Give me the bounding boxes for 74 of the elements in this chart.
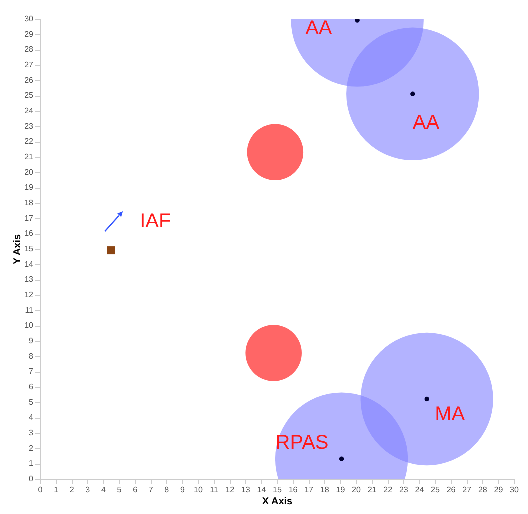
point — [355, 19, 360, 23]
x-tick-label: 6 — [133, 486, 138, 494]
y-tick-label: 27 — [24, 60, 34, 70]
y-tick-label: 17 — [24, 214, 34, 223]
y-tick-label: 6 — [29, 382, 34, 392]
y-tick-label: 3 — [29, 428, 34, 438]
x-tick-label: 3 — [86, 486, 91, 494]
y-tick-label: 1 — [29, 459, 34, 468]
annotation: AA — [306, 18, 333, 40]
x-tick-label: 0 — [38, 486, 44, 494]
point — [424, 396, 430, 402]
annotation: IAF — [140, 210, 172, 233]
y-tick-label: 18 — [24, 198, 34, 208]
x-tick-label: 28 — [478, 486, 488, 494]
annotation: MA — [435, 403, 466, 426]
x-tick-label: 13 — [241, 486, 251, 494]
y-tick-label: 7 — [29, 367, 34, 376]
y-tick-label: 16 — [24, 229, 34, 238]
x-tick-label: 9 — [180, 486, 186, 494]
x-tick-label: 8 — [164, 486, 170, 494]
y-tick-label: 25 — [24, 91, 34, 100]
x-tick-label: 2 — [70, 486, 75, 494]
x-tick-label: 27 — [462, 486, 472, 494]
y-tick-label: 15 — [24, 244, 34, 254]
x-axis-title: X Axis — [262, 496, 294, 508]
x-tick-label: 4 — [101, 486, 106, 494]
x-tick-label: 18 — [320, 486, 330, 494]
x-tick-label: 15 — [273, 486, 282, 494]
x-tick-label: 23 — [399, 486, 409, 494]
x-tick-label: 19 — [336, 486, 346, 494]
y-tick-label: 8 — [29, 352, 34, 361]
x-tick-label: 22 — [384, 486, 394, 494]
x-tick-label: 5 — [117, 486, 122, 494]
y-tick-label: 29 — [24, 30, 34, 39]
x-tick-label: 7 — [148, 486, 154, 494]
y-tick-label: 20 — [24, 168, 34, 177]
point — [339, 456, 344, 462]
y-tick-label: 10 — [24, 321, 34, 330]
y-tick-label: 21 — [24, 152, 34, 162]
annotation: RPAS — [276, 432, 329, 454]
y-tick-label: 0 — [29, 474, 34, 484]
y-tick-label: 9 — [29, 336, 34, 346]
y-tick-label: 12 — [24, 290, 34, 300]
x-tick-label: 20 — [352, 486, 362, 494]
y-tick-label: 22 — [24, 137, 34, 146]
point — [410, 92, 416, 96]
x-tick-label: 10 — [194, 486, 204, 494]
x-tick-label: 29 — [494, 486, 504, 494]
point — [107, 246, 116, 255]
y-tick-label: 11 — [25, 306, 34, 315]
x-tick-label: 30 — [510, 486, 520, 494]
x-tick-label: 1 — [54, 486, 60, 494]
y-tick-label: 14 — [24, 260, 34, 269]
y-tick-label: 23 — [24, 122, 34, 131]
x-tick-label: 21 — [368, 486, 378, 494]
y-tick-label: 28 — [24, 45, 34, 54]
y-axis-title: Y Axis — [12, 234, 24, 265]
x-tick-label: 17 — [304, 486, 314, 494]
y-tick-label: 19 — [24, 183, 34, 192]
annotation: AA — [412, 112, 440, 134]
y-tick-label: 2 — [29, 444, 34, 453]
x-tick-label: 26 — [446, 486, 456, 494]
y-tick-label: 4 — [29, 413, 34, 422]
y-tick-label: 26 — [24, 76, 34, 85]
y-tick-label: 30 — [24, 14, 34, 24]
y-tick-label: 5 — [29, 398, 34, 407]
y-tick-label: 13 — [24, 275, 34, 284]
x-tick-label: 12 — [226, 486, 236, 494]
x-tick-label: 14 — [257, 486, 267, 494]
x-tick-label: 25 — [431, 486, 440, 494]
x-tick-label: 24 — [415, 486, 425, 494]
x-tick-label: 11 — [210, 486, 219, 494]
x-tick-label: 16 — [288, 486, 298, 494]
y-tick-label: 24 — [24, 106, 34, 116]
